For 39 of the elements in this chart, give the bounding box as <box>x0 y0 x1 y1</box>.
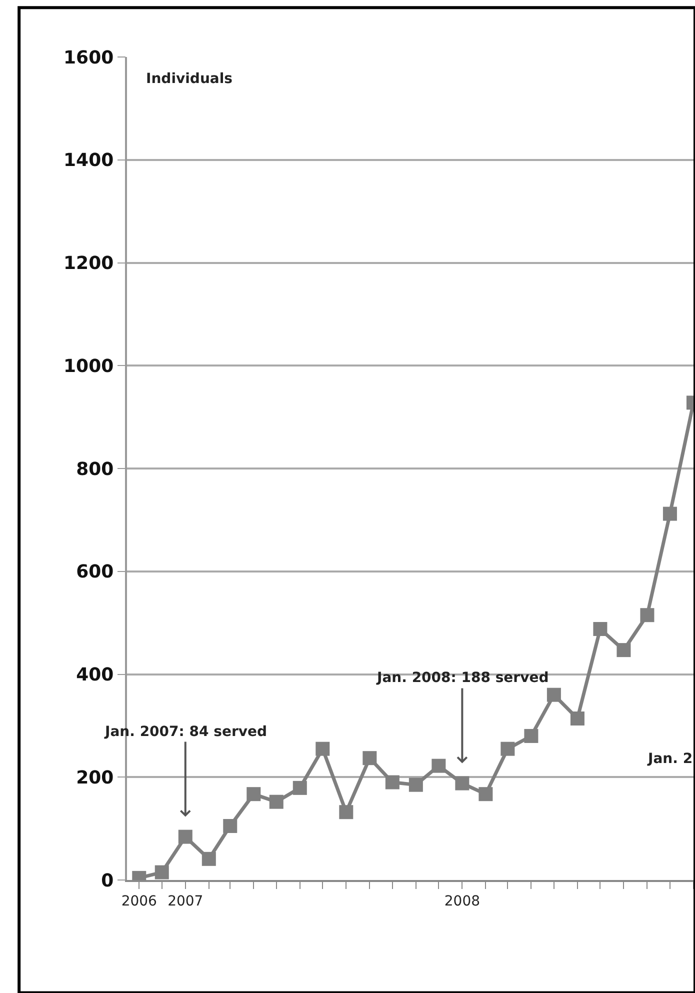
point <box>478 787 493 802</box>
x-tick-label: 2007 <box>168 894 204 910</box>
point <box>223 818 238 833</box>
point <box>593 622 608 636</box>
point <box>385 775 400 790</box>
annotation: Jan. 2 <box>647 751 693 767</box>
point <box>362 751 377 766</box>
y-tick-label: 600 <box>76 562 114 583</box>
y-tick-label: 1200 <box>64 253 114 274</box>
point <box>178 830 192 844</box>
point <box>292 780 307 795</box>
point <box>546 688 561 702</box>
point <box>524 728 538 743</box>
point <box>616 643 631 658</box>
annotation: Jan. 2008: 188 served <box>376 670 549 686</box>
point <box>455 776 470 790</box>
point <box>662 506 677 521</box>
point <box>500 742 515 756</box>
annotation: Jan. 2007: 84 served <box>104 724 267 740</box>
point <box>570 711 584 726</box>
y-tick-label: 400 <box>76 664 114 686</box>
point <box>432 758 446 773</box>
y-tick-label: 0 <box>101 870 114 892</box>
x-tick-label: 2006 <box>121 894 158 910</box>
point <box>269 794 284 809</box>
point <box>246 787 261 802</box>
y-tick-label: 800 <box>76 458 114 480</box>
y-tick-label: 200 <box>76 767 114 788</box>
y-axis-title: Individuals <box>146 71 232 87</box>
point <box>202 852 216 866</box>
y-tick-label: 1400 <box>64 150 114 172</box>
point <box>154 865 169 880</box>
point <box>408 778 423 792</box>
point <box>640 608 654 622</box>
point <box>316 742 330 756</box>
y-tick-label: 1000 <box>64 356 114 377</box>
x-tick-label: 2008 <box>444 894 480 910</box>
point <box>339 805 354 820</box>
y-tick-label: 1600 <box>64 47 114 68</box>
